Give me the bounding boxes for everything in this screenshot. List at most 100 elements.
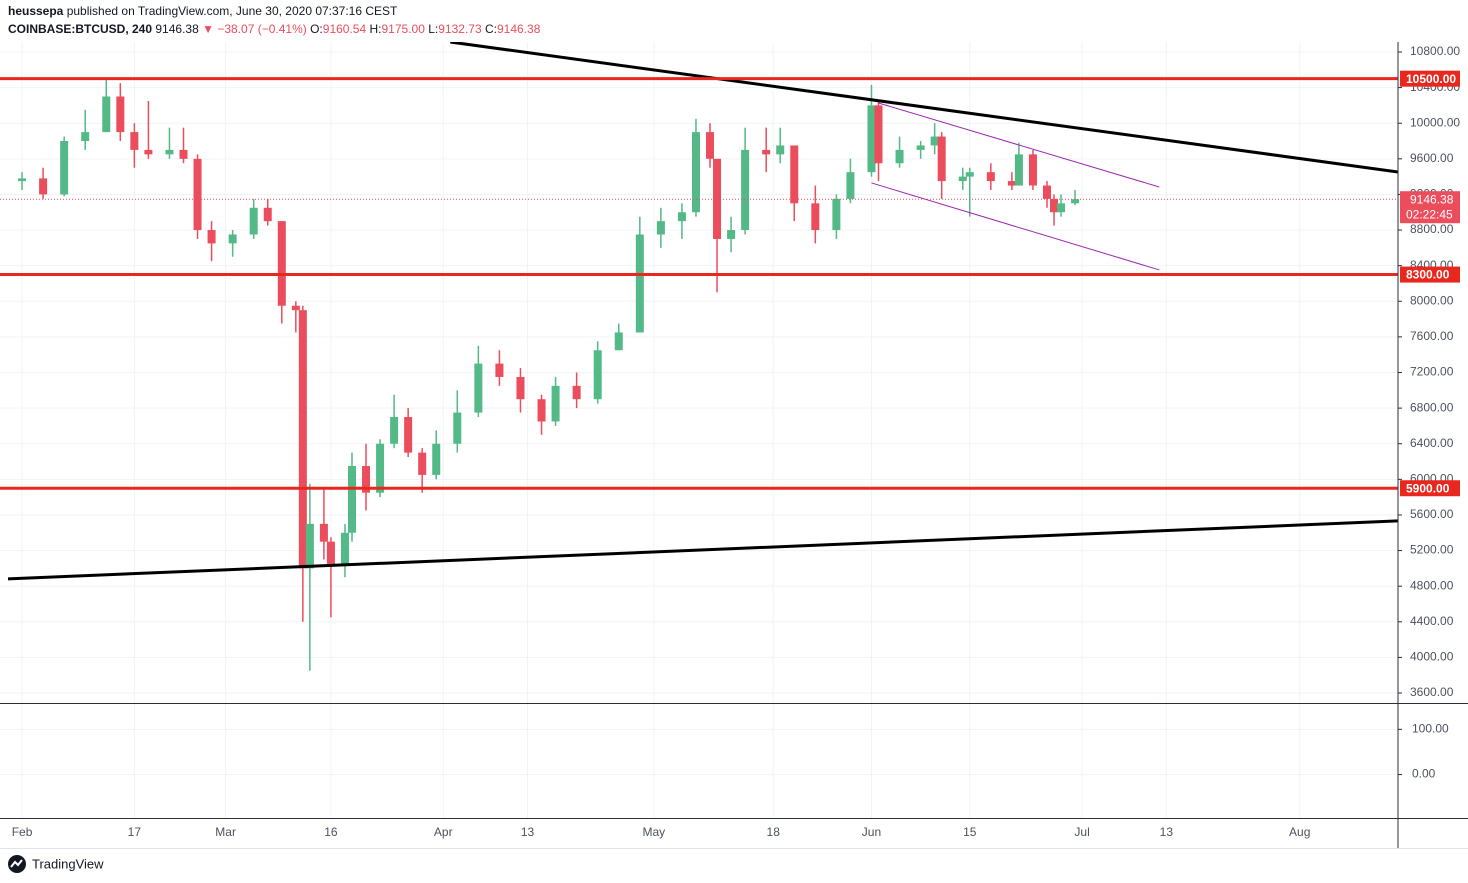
candle-body [867, 105, 876, 173]
candle-body [874, 105, 883, 164]
lower-y-tick-label: 0.00 [1412, 767, 1436, 781]
header-line-2: COINBASE:BTCUSD, 240 9146.38 ▼ −38.07 (−… [8, 22, 541, 36]
y-tick-label: 5600.00 [1410, 507, 1454, 521]
candle-body [537, 399, 546, 422]
candle-body [1057, 203, 1066, 213]
candle-body [474, 363, 483, 413]
x-tick-label: Mar [215, 825, 236, 839]
trend-line [878, 102, 1160, 188]
level-label: 10500.00 [1406, 72, 1456, 86]
lower-y-tick-label: 100.00 [1412, 722, 1449, 736]
y-tick-label: 7600.00 [1410, 329, 1454, 343]
candle-body [179, 149, 188, 159]
candle-body [516, 376, 525, 400]
candle-body [741, 149, 750, 231]
y-tick-label: 4000.00 [1410, 650, 1454, 664]
x-tick-label: 16 [324, 825, 338, 839]
candle-body [326, 541, 335, 564]
o-label: O: [310, 22, 323, 36]
published: published on TradingView.com, June 30, 2… [67, 4, 398, 18]
candle-body [60, 141, 69, 195]
candle-body [207, 230, 216, 244]
candle-body [102, 96, 111, 133]
y-tick-label: 8000.00 [1410, 293, 1454, 307]
candle-body [249, 207, 258, 235]
candle-body [986, 172, 995, 182]
candle-body [762, 149, 771, 155]
candle-body [390, 417, 399, 444]
y-tick-label: 10800.00 [1410, 44, 1460, 58]
candle-body [228, 234, 237, 244]
x-tick-label: Feb [12, 825, 33, 839]
candle-body [930, 136, 939, 146]
level-label: 8300.00 [1406, 268, 1450, 282]
candle-body [362, 465, 371, 493]
candle-body [1042, 185, 1051, 199]
candle-body [165, 149, 174, 155]
candle-body [18, 178, 27, 182]
l-label: L: [428, 22, 438, 36]
candle-body [305, 523, 314, 569]
level-label-box [1400, 70, 1460, 87]
candle-body [144, 149, 153, 155]
author: heussepa [8, 4, 64, 18]
y-tick-label: 5200.00 [1410, 543, 1454, 557]
y-tick-label: 7200.00 [1410, 365, 1454, 379]
candle-body [1014, 154, 1023, 186]
candle-body [706, 132, 715, 159]
c-label: C: [485, 22, 497, 36]
o-value: 9160.54 [323, 22, 367, 36]
level-label: 5900.00 [1406, 481, 1450, 495]
last-price-box [1400, 191, 1460, 224]
brand-logo [8, 855, 26, 873]
x-tick-label: Jun [862, 825, 881, 839]
candle-body [453, 412, 462, 444]
candle-body [790, 145, 799, 204]
candle-body [895, 149, 904, 164]
c-value: 9146.38 [497, 22, 541, 36]
y-tick-label: 8800.00 [1410, 222, 1454, 236]
candle-body [832, 198, 841, 231]
candle-body [404, 417, 413, 453]
x-tick-label: 15 [963, 825, 977, 839]
candle-body [347, 465, 356, 533]
candle-body [593, 350, 602, 400]
candle-body [727, 230, 736, 239]
last-price-label: 9146.38 [1410, 192, 1454, 206]
trend-line [450, 42, 1398, 174]
x-tick-label: 13 [521, 825, 535, 839]
logo-mark [10, 859, 23, 868]
x-tick-label: 17 [128, 825, 142, 839]
candle-body [635, 234, 644, 333]
arrow: ▼ [202, 22, 214, 36]
y-tick-label: 4400.00 [1410, 614, 1454, 628]
trend-line [871, 182, 1160, 271]
candle-body [193, 158, 202, 231]
candle-body [1050, 198, 1059, 213]
y-tick-label: 10000.00 [1410, 115, 1460, 129]
candle-body [298, 310, 307, 569]
candle-body [263, 207, 272, 222]
x-tick-label: Apr [434, 825, 453, 839]
level-label-box [1400, 480, 1460, 497]
candle-body [614, 332, 623, 351]
candle-body [319, 523, 328, 542]
candle-body [432, 443, 441, 475]
candle-body [1028, 154, 1037, 186]
h-value: 9175.00 [382, 22, 426, 36]
y-tick-label: 4800.00 [1410, 578, 1454, 592]
candle-body [677, 212, 686, 222]
x-tick-label: May [643, 825, 666, 839]
candle-body [965, 172, 974, 177]
header-line-1: heussepa published on TradingView.com, J… [8, 4, 398, 18]
candle-body [81, 132, 90, 142]
candle-body [1007, 181, 1016, 186]
candle-body [277, 221, 286, 306]
brand: TradingView [32, 856, 104, 871]
symbol: COINBASE:BTCUSD, 240 [8, 22, 152, 36]
candle-body [340, 532, 349, 564]
l-value: 9132.73 [438, 22, 482, 36]
candle-body [551, 385, 560, 422]
